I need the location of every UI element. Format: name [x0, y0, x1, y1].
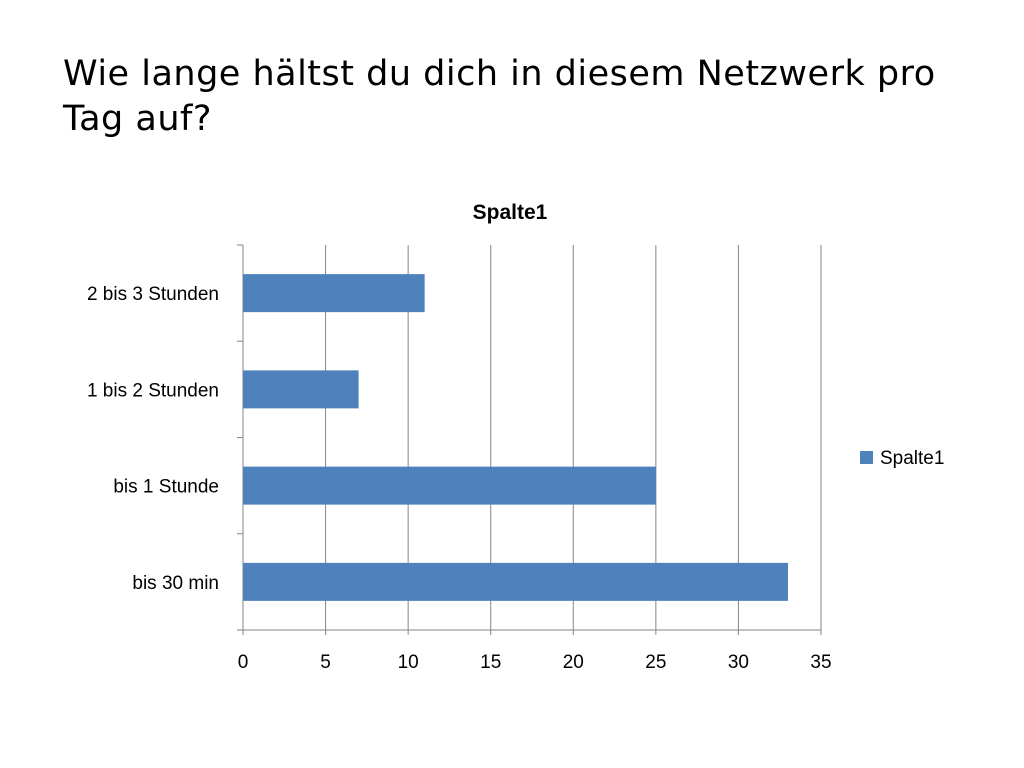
slide-title: Wie lange hältst du dich in diesem Netzw… — [63, 54, 936, 139]
x-tick-label: 30 — [728, 652, 749, 673]
legend: Spalte1 — [860, 448, 944, 469]
category-label: 2 bis 3 Stunden — [87, 284, 219, 305]
chart-title: Spalte1 — [473, 201, 548, 224]
value-tick-labels: 0 5 10 15 20 25 30 35 — [238, 652, 832, 673]
x-tick-label: 5 — [320, 652, 331, 673]
category-labels: bis 30 min bis 1 Stunde 1 bis 2 Stunden 2 b… — [87, 284, 219, 594]
bar — [243, 466, 656, 505]
legend-swatch — [860, 451, 873, 464]
bar — [243, 274, 425, 313]
bar — [243, 562, 788, 601]
bar — [243, 370, 359, 409]
x-tick-label: 0 — [238, 652, 249, 673]
category-label: bis 1 Stunde — [113, 477, 219, 498]
category-label: bis 30 min — [132, 573, 219, 594]
x-tick-label: 15 — [480, 652, 501, 673]
x-tick-label: 35 — [810, 652, 831, 673]
x-tick-label: 10 — [398, 652, 419, 673]
legend-label: Spalte1 — [880, 448, 944, 469]
category-label: 1 bis 2 Stunden — [87, 380, 219, 401]
bars — [243, 274, 788, 601]
x-tick-label: 25 — [645, 652, 666, 673]
x-tick-label: 20 — [563, 652, 584, 673]
